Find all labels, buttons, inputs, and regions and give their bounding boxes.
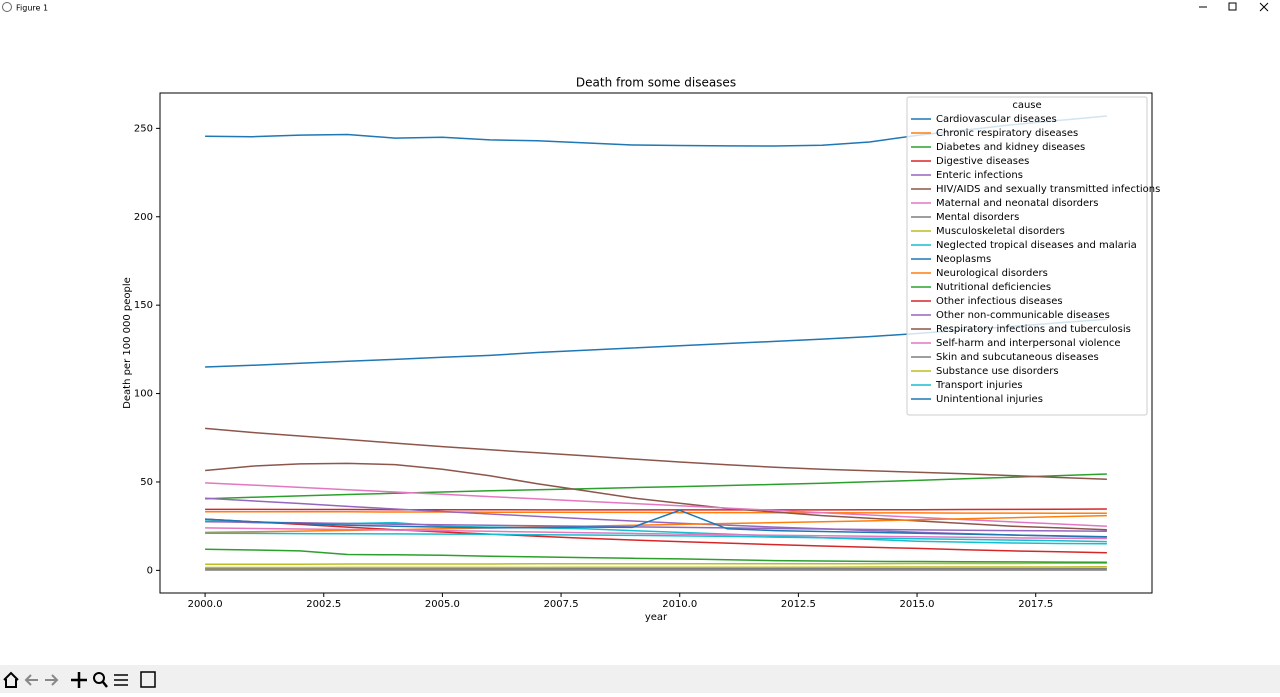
restore-button[interactable]: [1228, 2, 1237, 11]
legend-label: Skin and subcutaneous diseases: [936, 352, 1099, 363]
legend-label: Neoplasms: [936, 254, 991, 265]
legend-label: Neglected tropical diseases and malaria: [936, 240, 1137, 251]
x-axis-label: year: [645, 612, 668, 623]
x-tick-label: 2005.0: [425, 599, 460, 610]
series-line: [205, 427, 1107, 481]
series-line: [205, 562, 1107, 565]
series-line: [205, 548, 1107, 563]
legend-label: Unintentional injuries: [936, 394, 1043, 405]
series-line: [205, 532, 1107, 543]
window-title: Figure 1: [16, 4, 48, 13]
series-line: [205, 509, 1107, 538]
legend-label: Neurological disorders: [936, 268, 1048, 279]
y-tick-label: 200: [134, 212, 153, 223]
series-line: [205, 510, 1107, 515]
series-line: [205, 473, 1107, 500]
legend-box: [906, 96, 1148, 416]
legend-label: Enteric infections: [936, 170, 1023, 181]
legend-label: Cardiovascular diseases: [936, 114, 1057, 125]
legend-label: HIV/AIDS and sexually transmitted infect…: [936, 184, 1160, 195]
legend-label: Transport injuries: [935, 380, 1023, 391]
x-tick-label: 2010.0: [662, 599, 697, 610]
legend-label: Diabetes and kidney diseases: [936, 142, 1085, 153]
legend-label: Digestive diseases: [936, 156, 1029, 167]
zoom-button[interactable]: [93, 672, 108, 688]
series-line: [205, 527, 1107, 540]
legend-label: Self-harm and interpersonal violence: [936, 338, 1121, 349]
series-line: [205, 508, 1107, 511]
forward-button[interactable]: [45, 674, 59, 686]
x-tick-label: 2000.0: [188, 599, 223, 610]
x-tick-label: 2015.0: [900, 599, 935, 610]
save-button[interactable]: [140, 671, 156, 688]
legend-label: Maternal and neonatal disorders: [936, 198, 1098, 209]
series-line: [205, 462, 1107, 531]
legend-label: Other non-communicable diseases: [936, 310, 1110, 321]
legend-label: Respiratory infections and tuberculosis: [936, 324, 1131, 335]
home-button[interactable]: [3, 671, 19, 688]
toolbar: [0, 665, 1280, 693]
y-tick-label: 50: [140, 477, 153, 488]
legend-label: Musculoskeletal disorders: [936, 226, 1065, 237]
title-bar: [0, 0, 1280, 16]
legend-label: Nutritional deficiencies: [936, 282, 1051, 293]
app-icon: [2, 2, 12, 12]
chart-title: Death from some diseases: [576, 76, 736, 90]
series-line: [205, 518, 1107, 554]
x-tick-label: 2017.5: [1018, 599, 1053, 610]
x-tick-label: 2007.5: [544, 599, 579, 610]
x-tick-label: 2002.5: [306, 599, 341, 610]
configure-button[interactable]: [114, 674, 128, 686]
legend-label: Chronic respiratory diseases: [936, 128, 1078, 139]
y-tick-label: 150: [134, 300, 153, 311]
close-button[interactable]: [1259, 2, 1269, 12]
y-axis-label: Death per 100 000 people: [122, 277, 133, 409]
series-line: [205, 520, 1107, 533]
series-line: [205, 566, 1107, 569]
back-button[interactable]: [24, 674, 38, 686]
legend-label: Other infectious diseases: [936, 296, 1063, 307]
x-tick-label: 2012.5: [781, 599, 816, 610]
y-tick-label: 100: [134, 389, 153, 400]
legend-title: cause: [1012, 100, 1041, 111]
pan-button[interactable]: [71, 672, 87, 688]
legend-label: Mental disorders: [936, 212, 1019, 223]
y-tick-label: 0: [147, 565, 153, 576]
y-tick-label: 250: [134, 123, 153, 134]
legend-label: Substance use disorders: [936, 366, 1059, 377]
